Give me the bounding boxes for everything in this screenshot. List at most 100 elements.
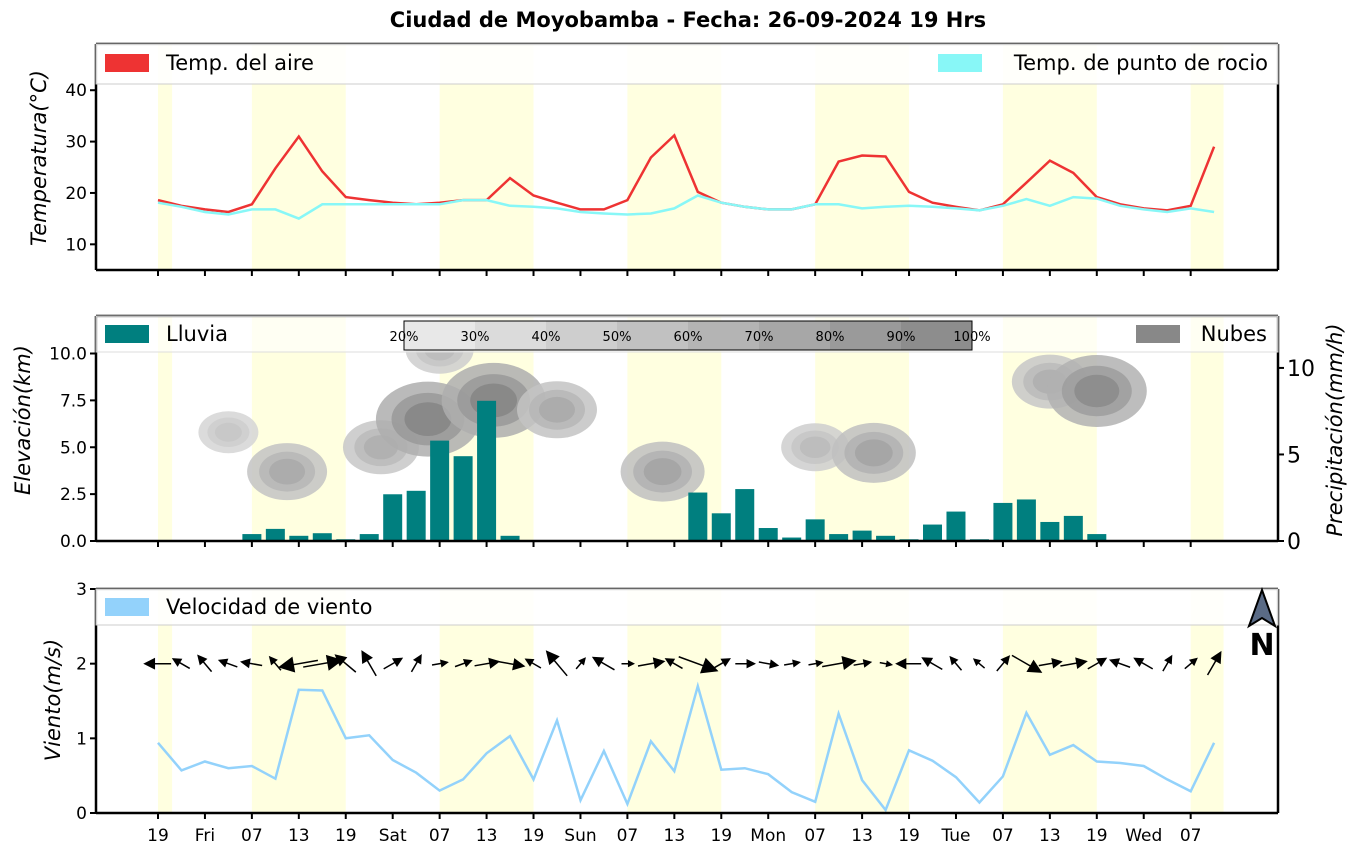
legend-swatch-air-temp (105, 54, 149, 72)
rain-bar (242, 534, 262, 541)
wind-arrow (783, 659, 801, 668)
colorbar-segment (901, 321, 973, 350)
colorbar-label: 100% (953, 330, 990, 345)
cloud-cover-blob (799, 436, 831, 459)
colorbar-frame (403, 320, 973, 351)
x-tick-label: Sun (564, 826, 596, 846)
x-tick-label: 07 (429, 826, 451, 846)
daytime-band (815, 589, 910, 813)
wind-arrow (303, 654, 344, 671)
wind-arrow (895, 658, 922, 670)
air-temperature-line (157, 133, 1216, 214)
rain-bar (852, 530, 872, 541)
legend-swatch-clouds (1136, 325, 1180, 343)
wind-arrow (410, 654, 422, 673)
wind-arrow (637, 657, 666, 670)
rain-bar (946, 511, 966, 541)
wind-arrow (621, 660, 635, 668)
wind-arrow (383, 657, 404, 670)
y-tick-label: 2 (76, 655, 87, 675)
wind-arrow (879, 660, 894, 668)
wind-arrow (575, 657, 586, 670)
colorbar-segment (617, 321, 689, 350)
x-tick-label: 13 (1039, 826, 1061, 846)
rain-bar (711, 513, 731, 541)
x-tick-label: 19 (1086, 826, 1108, 846)
rain-bar (453, 456, 473, 541)
rain-bar (383, 494, 403, 541)
wind-arrow (712, 658, 731, 670)
wind-arrow (524, 658, 542, 669)
wind-arrow (171, 658, 191, 670)
y-tick-label: 10 (65, 235, 87, 255)
temperature-panel: 10 20 30 40 Temp. del aire Temp. de punto d… (27, 42, 1280, 276)
figure-title: Ciudad de Moyobamba - Fecha: 26-09-2024 … (390, 8, 986, 32)
rain-bar (923, 524, 943, 541)
colorbar-segment (404, 321, 476, 350)
colorbar-label: 30% (461, 330, 490, 345)
daytime-band (1190, 316, 1224, 541)
x-tick-label: Sat (379, 826, 407, 846)
rain-bar (500, 535, 520, 541)
cloud-cover-blob (643, 458, 682, 486)
x-tick-label: 19 (710, 826, 732, 846)
wind-arrow (1011, 654, 1043, 673)
wind-arrow (822, 655, 857, 670)
daytime-band (439, 589, 534, 813)
wind-speed-line (157, 681, 1216, 813)
wind-arrow (1108, 658, 1131, 668)
wind-arrow (431, 659, 449, 668)
wind-arrow (545, 650, 568, 677)
x-tick-label: Wed (1125, 826, 1162, 846)
y-tick-label: 1 (76, 729, 87, 749)
temperature-series (157, 133, 1216, 220)
rain-bar (1016, 499, 1036, 541)
y-tick-label: 0.0 (60, 532, 87, 552)
x-tick-label: 13 (288, 826, 310, 846)
colorbar-label: 50% (603, 330, 632, 345)
wind-arrow (1184, 657, 1198, 670)
rain-bar (289, 535, 309, 541)
y-tick-label: 5.0 (60, 438, 87, 458)
wind-arrow (1087, 657, 1108, 670)
x-tick-label: 13 (476, 826, 498, 846)
x-tick-label: 07 (617, 826, 639, 846)
daytime-band (627, 589, 722, 813)
time-axis-labels: 19 Fri 07 13 19 Sat 07 13 19 Sun 07 13 19 Mon 07 13 19 Tu… (147, 826, 1201, 846)
x-tick-label: Tue (940, 826, 970, 846)
y-tick-label: 0 (76, 804, 87, 824)
colorbar-label: 70% (745, 330, 774, 345)
wind-legend (95, 588, 1279, 626)
wind-arrow (1038, 658, 1063, 669)
daytime-band (158, 44, 173, 270)
x-tick-label: 19 (147, 826, 169, 846)
wind-arrow (853, 659, 873, 668)
rain-bar (1063, 515, 1083, 541)
temperature-legend (95, 43, 1279, 85)
wind-arrow (1133, 657, 1154, 670)
rain-bar (758, 528, 778, 541)
wind-panel: 0 1 2 3 Velocidad de viento N Viento(m/s) (41, 580, 1280, 824)
rain-bar (735, 489, 755, 541)
x-tick-label: Fri (195, 826, 215, 846)
x-tick-label: 13 (664, 826, 686, 846)
rain-bars (242, 400, 1107, 541)
dew-point-line (157, 194, 1215, 220)
cloud-colorbar: 20% 30% 40% 50% 60% 70% 80% 90% 100% (390, 320, 991, 351)
rain-bar (1087, 534, 1107, 541)
wind-arrow (808, 659, 824, 668)
x-tick-label: 19 (523, 826, 545, 846)
x-tick-label: 13 (851, 826, 873, 846)
colorbar-segment (688, 321, 760, 350)
colorbar-segment (546, 321, 618, 350)
wind-arrow (949, 655, 963, 671)
wind-arrow (591, 656, 615, 671)
wind-arrow (278, 656, 319, 673)
rain-bar (782, 537, 802, 541)
wind-arrow (921, 657, 943, 670)
wind-arrow (1060, 657, 1088, 670)
rain-bar (1040, 521, 1060, 541)
wind-direction-arrows (143, 650, 1222, 677)
colorbar-label: 40% (532, 330, 561, 345)
wind-arrow (361, 650, 377, 677)
